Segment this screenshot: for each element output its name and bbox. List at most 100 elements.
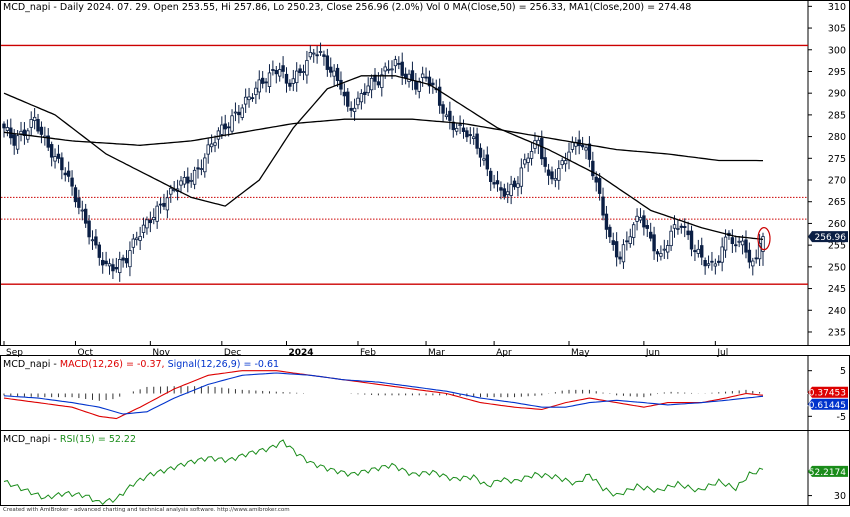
macd-value-badge: -0.37453 [806, 386, 848, 399]
candle-body [706, 263, 711, 266]
candle-body [101, 259, 105, 266]
candle [332, 64, 336, 86]
candle-body [128, 250, 132, 268]
candle-body [366, 85, 370, 94]
candle [638, 208, 643, 224]
candle [652, 226, 656, 260]
candle-body [723, 236, 728, 251]
candle-body [560, 160, 564, 166]
candle [730, 229, 735, 253]
candle [172, 181, 176, 193]
candle-body [196, 167, 200, 170]
rsi-value-badge-bg [808, 465, 848, 477]
candle-body [339, 79, 343, 90]
candle-body [604, 213, 609, 230]
candle-body [431, 82, 435, 86]
candle-body [744, 239, 748, 253]
candle [669, 225, 673, 251]
candle [427, 70, 432, 94]
candle-body [550, 171, 554, 180]
candle [165, 190, 170, 219]
candle-body [2, 123, 6, 129]
candle-body [186, 176, 190, 184]
candle [19, 121, 23, 142]
candle-body [655, 251, 660, 255]
candle [740, 235, 745, 255]
candle-body [380, 74, 384, 88]
candle [315, 45, 319, 64]
candle-body [628, 236, 632, 244]
candle-body [761, 236, 765, 252]
candle [526, 152, 530, 172]
candle [383, 62, 387, 79]
price-tick-label: 235 [828, 327, 846, 338]
candle-body [264, 81, 268, 84]
candle [312, 48, 316, 63]
candle [291, 69, 296, 92]
candle-body [618, 256, 622, 260]
candle [519, 158, 524, 195]
macd-prefix: MCD_napi - [3, 359, 57, 370]
candle-body [346, 91, 350, 107]
candle-body [400, 61, 404, 76]
candle [414, 73, 418, 95]
candle [32, 107, 37, 130]
candle-body [63, 172, 67, 176]
price-tick-label: 295 [828, 67, 846, 78]
candle [73, 184, 78, 208]
candle-body [329, 66, 333, 73]
candle [158, 197, 163, 214]
high-value: Hi 257.86, [221, 2, 271, 13]
candle-body [138, 236, 142, 241]
candle [22, 122, 27, 145]
candle-body [410, 70, 415, 82]
month-label: Sep [6, 348, 23, 358]
candle-body [182, 177, 187, 185]
candle-body [155, 205, 159, 222]
candle [169, 184, 173, 203]
candle-body [148, 219, 153, 224]
candle [359, 89, 364, 110]
candle-body [107, 263, 112, 267]
open-value: Open 253.55, [153, 2, 219, 13]
month-label: Nov [152, 348, 170, 358]
last-price-badge: 256.96 [808, 231, 848, 243]
candle [243, 88, 248, 113]
price-tick-label: 285 [828, 110, 846, 121]
candle [400, 52, 404, 85]
ma200-line [3, 118, 763, 162]
candle-body [509, 183, 513, 196]
candle-body [318, 51, 323, 53]
price-panel-header: MCD_napi - Daily 2024. 07. 29. Open 253.… [3, 2, 691, 13]
candle [458, 115, 462, 134]
candle-body [526, 157, 530, 163]
candle-body [631, 224, 636, 238]
candle-body [492, 182, 496, 185]
candle-body [53, 156, 57, 162]
candle-body [141, 224, 146, 233]
candle-body [676, 228, 680, 230]
candle [584, 144, 588, 160]
candle-body [635, 215, 639, 222]
month-label: Feb [360, 348, 376, 358]
candle-body [70, 177, 74, 187]
candle [465, 127, 469, 142]
candle [288, 79, 292, 91]
candle [373, 68, 377, 90]
candle [9, 118, 13, 145]
macd-value-badge-text: -0.37453 [806, 389, 846, 399]
candle-body [145, 219, 149, 229]
price-tick-label: 250 [828, 262, 846, 273]
candle-body [220, 124, 224, 135]
candle-body [322, 54, 326, 57]
candle-body [700, 245, 704, 258]
candle [305, 50, 309, 84]
candle-body [580, 144, 585, 148]
candle [434, 79, 438, 93]
candle [43, 126, 47, 146]
candle-body [36, 119, 40, 132]
candle [475, 127, 479, 155]
candle [523, 153, 527, 169]
candle-body [747, 249, 752, 263]
candle-body [56, 153, 61, 159]
